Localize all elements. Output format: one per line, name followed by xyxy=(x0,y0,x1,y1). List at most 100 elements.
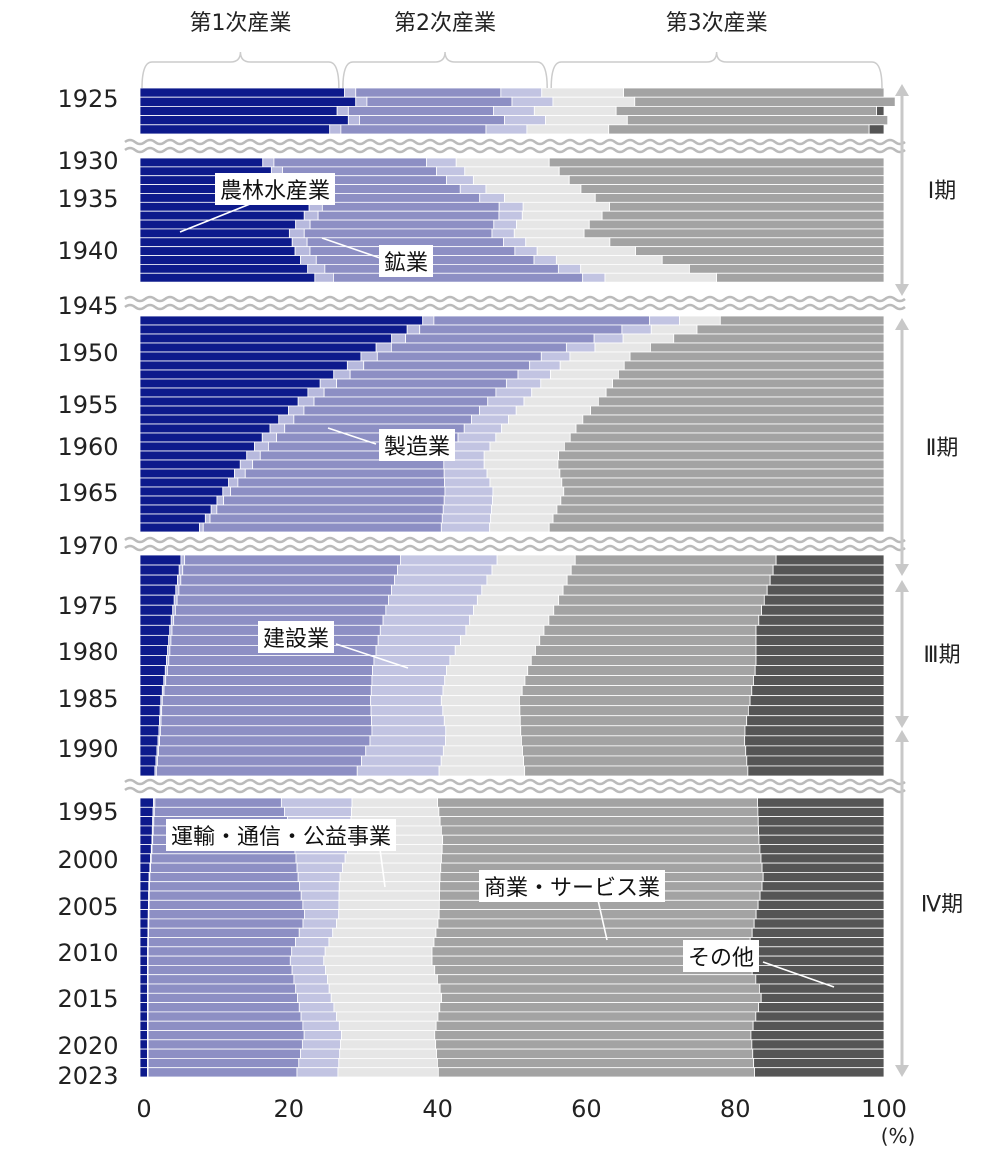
bar-1971-製造業 xyxy=(184,554,401,566)
bar-1956-鉱業 xyxy=(288,405,305,416)
bar-1999-商業・サービス業 xyxy=(441,844,761,855)
bar-1994-農林水産業 xyxy=(139,797,154,808)
bar-1980-商業・サービス業 xyxy=(535,645,757,656)
bar-1952-鉱業 xyxy=(333,369,351,380)
bar-1953-商業・サービス業 xyxy=(612,378,885,389)
bar-1925-製造業 xyxy=(347,106,494,117)
bar-1965-鉱業 xyxy=(222,486,231,497)
bar-1953-製造業 xyxy=(336,378,507,389)
bar-2022-農林水産業 xyxy=(139,1058,148,1069)
x-tick-label: 0 xyxy=(136,1095,151,1123)
period-label: Ⅳ期 xyxy=(921,893,963,918)
bar-1933-商業・サービス業 xyxy=(580,184,885,194)
bar-1995-商業・サービス業 xyxy=(438,806,759,817)
x-unit-label: (%) xyxy=(881,1124,916,1148)
bar-2008-農林水産業 xyxy=(139,927,149,938)
bar-1998-商業・サービス業 xyxy=(442,834,760,845)
bar-1977-建設業 xyxy=(382,614,471,626)
bar-1980-その他 xyxy=(755,645,885,656)
sector-brace xyxy=(141,51,340,89)
bar-1973-その他 xyxy=(769,574,885,586)
bar-1975-農林水産業 xyxy=(139,594,175,606)
bar-1971-農林水産業 xyxy=(139,554,182,566)
bar-1959-鉱業 xyxy=(261,432,277,443)
bar-1942-鉱業 xyxy=(307,263,326,274)
bar-1954-農林水産業 xyxy=(139,387,309,398)
bar-1956-商業・サービス業 xyxy=(590,405,885,416)
bar-1971-運輸・通信・公益事業 xyxy=(496,554,576,566)
bar-2019-運輸・通信・公益事業 xyxy=(341,1030,436,1041)
bar-1980-運輸・通信・公益事業 xyxy=(454,645,536,656)
bar-1951-運輸・通信・公益事業 xyxy=(559,360,625,371)
bar-1989-その他 xyxy=(744,735,885,747)
bar-1942-商業・サービス業 xyxy=(689,263,885,274)
bar-1979-建設業 xyxy=(377,634,461,646)
callout-leader xyxy=(762,961,835,988)
bar-2009-農林水産業 xyxy=(139,937,149,948)
callout-bg xyxy=(215,173,335,205)
bar-1989-農林水産業 xyxy=(139,735,159,747)
bar-1954-運輸・通信・公益事業 xyxy=(531,387,607,398)
bar-1969-運輸・通信・公益事業 xyxy=(489,522,550,533)
callout-label: 商業・サービス業 xyxy=(484,876,660,901)
bar-1935-建設業 xyxy=(498,201,524,212)
bar-1925-農林水産業 xyxy=(139,87,346,98)
bar-2000-その他 xyxy=(760,853,885,864)
callout-leader xyxy=(335,643,409,669)
bar-1964-商業・サービス業 xyxy=(561,477,885,488)
period-label: Ⅱ期 xyxy=(926,436,959,461)
bar-1949-鉱業 xyxy=(375,342,392,353)
bar-1935-商業・サービス業 xyxy=(609,201,885,212)
bar-1982-運輸・通信・公益事業 xyxy=(446,665,529,676)
bar-2022-建設業 xyxy=(298,1058,340,1069)
bar-1961-鉱業 xyxy=(246,450,261,461)
year-label: 1935 xyxy=(57,185,118,213)
period-arrow-head xyxy=(895,580,909,592)
year-label: 2005 xyxy=(57,893,118,921)
bar-2009-建設業 xyxy=(295,937,330,948)
bar-1956-農林水産業 xyxy=(139,405,289,416)
bar-2001-建設業 xyxy=(296,862,344,873)
year-label: 1930 xyxy=(57,147,118,175)
bar-1962-建設業 xyxy=(443,459,485,470)
bar-1963-運輸・通信・公益事業 xyxy=(486,468,561,479)
bar-1939-運輸・通信・公益事業 xyxy=(525,237,611,248)
bar-1938-建設業 xyxy=(491,228,515,239)
period-label-bg xyxy=(915,887,971,920)
bar-1925-農林水産業 xyxy=(139,96,357,107)
bar-1976-運輸・通信・公益事業 xyxy=(473,604,555,616)
bar-2011-農林水産業 xyxy=(139,955,148,966)
bar-1982-製造業 xyxy=(167,665,373,676)
bar-1953-建設業 xyxy=(505,378,542,389)
year-label: 1955 xyxy=(57,391,118,419)
bar-2018-その他 xyxy=(752,1020,885,1031)
bar-1983-製造業 xyxy=(165,675,373,686)
bar-2016-運輸・通信・公益事業 xyxy=(333,1002,441,1013)
bar-1947-製造業 xyxy=(419,324,623,335)
bar-1964-農林水産業 xyxy=(139,477,230,488)
bar-2002-農林水産業 xyxy=(139,872,150,883)
bar-1986-農林水産業 xyxy=(139,705,161,717)
bar-2020-その他 xyxy=(751,1039,885,1050)
period-label: Ⅰ期 xyxy=(928,179,957,204)
bar-1952-運輸・通信・公益事業 xyxy=(550,369,619,380)
bar-1972-農林水産業 xyxy=(139,564,180,576)
bar-2004-その他 xyxy=(759,890,885,901)
bar-1957-農林水産業 xyxy=(139,414,280,425)
bar-1950-製造業 xyxy=(376,351,542,362)
bar-1955-鉱業 xyxy=(297,396,315,407)
bar-2014-商業・サービス業 xyxy=(439,983,760,994)
callout-leader xyxy=(379,848,386,888)
bar-1985-商業・サービス業 xyxy=(519,695,751,707)
callout-bg xyxy=(166,819,396,851)
bar-1957-運輸・通信・公益事業 xyxy=(508,414,584,425)
bar-1925-建設業 xyxy=(485,124,528,135)
bar-1956-製造業 xyxy=(303,405,480,416)
bar-2016-製造業 xyxy=(147,1002,300,1013)
bar-1940-農林水産業 xyxy=(139,246,296,256)
bar-1979-運輸・通信・公益事業 xyxy=(460,634,541,646)
period-label-bg xyxy=(915,638,971,670)
bar-1961-商業・サービス業 xyxy=(558,450,885,461)
bar-1964-鉱業 xyxy=(228,477,239,488)
bar-1988-建設業 xyxy=(371,725,447,737)
